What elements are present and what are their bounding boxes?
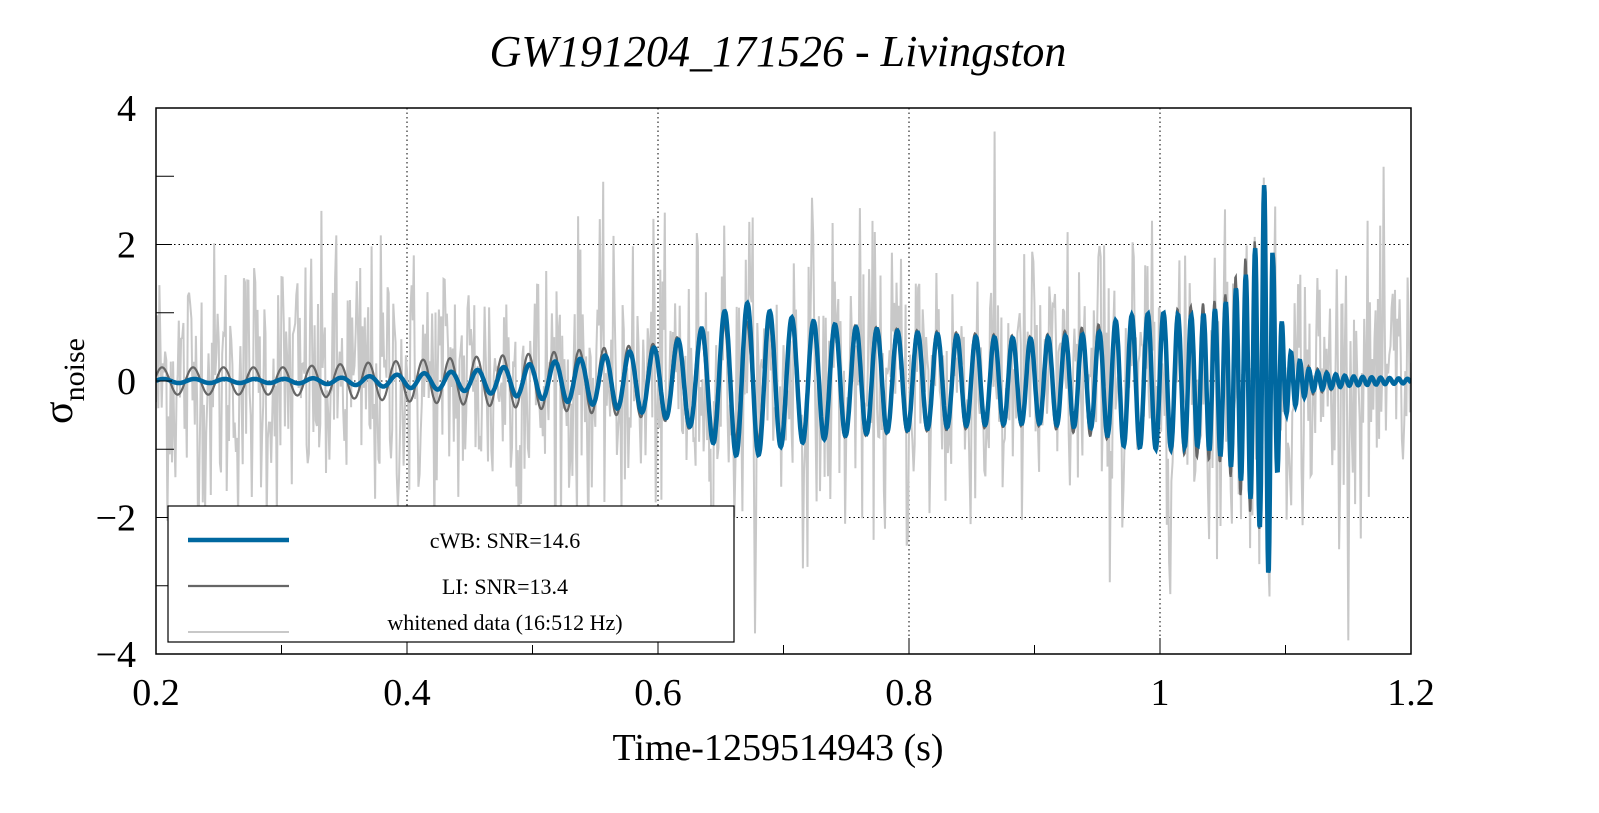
svg-text:σnoise: σnoise	[36, 338, 91, 424]
y-tick-label: −2	[96, 498, 136, 540]
plot-area	[155, 107, 1412, 655]
series-cwb	[156, 185, 1411, 574]
x-tick-label: 1.2	[1387, 672, 1435, 714]
legend-label-whitened-data: whitened data (16:512 Hz)	[387, 610, 622, 635]
x-tick-label: 1	[1151, 672, 1170, 714]
y-tick-label: 4	[117, 88, 136, 130]
y-axis-label-subscript: noise	[58, 338, 91, 401]
legend-label-cwb: cWB: SNR=14.6	[430, 528, 581, 553]
y-axis-label: σnoise	[36, 338, 91, 424]
y-axis-label-main: σ	[36, 401, 82, 424]
x-tick-label: 0.6	[634, 672, 682, 714]
x-tick-label: 0.2	[132, 672, 180, 714]
x-tick-label: 0.4	[383, 672, 431, 714]
x-tick-label: 0.8	[885, 672, 933, 714]
legend: cWB: SNR=14.6 LI: SNR=13.4 whitened data…	[167, 505, 735, 643]
y-tick-label: 2	[117, 225, 136, 267]
y-tick-label: −4	[96, 634, 136, 676]
x-tick-labels: 0.2 0.4 0.6 0.8 1 1.2	[132, 672, 1435, 714]
y-tick-labels: −4 −2 0 2 4	[96, 88, 136, 676]
legend-box	[167, 505, 735, 643]
chart-title: GW191204_171526 - Livingston	[490, 27, 1067, 76]
x-axis-label: Time-1259514943 (s)	[612, 727, 943, 769]
legend-label-li: LI: SNR=13.4	[442, 574, 568, 599]
ticks	[155, 107, 1412, 655]
y-tick-label: 0	[117, 361, 136, 403]
series-layer	[156, 131, 1411, 641]
